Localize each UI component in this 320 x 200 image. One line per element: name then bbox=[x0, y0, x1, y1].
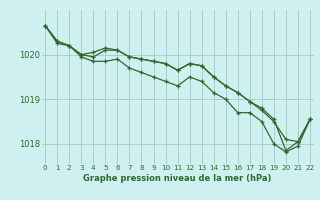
X-axis label: Graphe pression niveau de la mer (hPa): Graphe pression niveau de la mer (hPa) bbox=[84, 174, 272, 183]
